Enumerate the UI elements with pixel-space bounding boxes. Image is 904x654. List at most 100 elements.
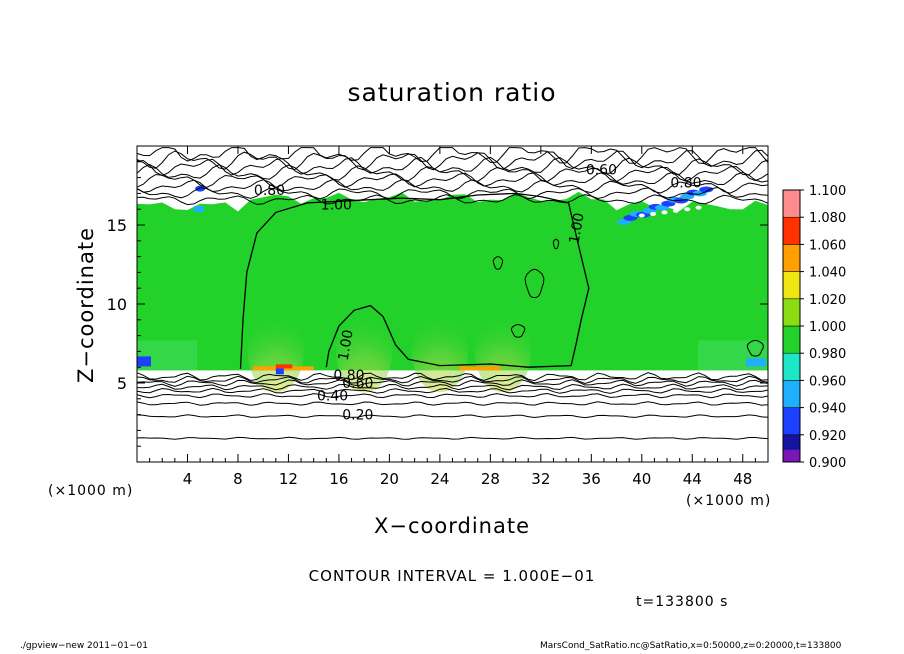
colorbar-bin <box>782 325 801 354</box>
colorbar-bin <box>782 189 801 218</box>
base-supersaturation <box>275 364 293 369</box>
x-tick-label: 28 <box>481 470 500 488</box>
subsaturated-spot <box>195 185 206 192</box>
contour-label: 1.00 <box>336 329 357 362</box>
supersaturated-patch <box>474 312 531 393</box>
subsaturated-spot <box>746 358 766 367</box>
contour-line-lower <box>136 387 769 394</box>
contour-line-lower <box>136 401 769 406</box>
time-label: t=133800 s <box>636 594 729 610</box>
contour-label: 0.40 <box>317 389 348 405</box>
colorbar-label: 1.040 <box>809 266 846 281</box>
colorbar-bin <box>782 271 801 300</box>
x-tick-label: 16 <box>329 470 348 488</box>
dry-streak <box>684 207 691 212</box>
dry-streak <box>699 186 714 193</box>
contour-line-upper <box>136 147 769 165</box>
footer-program: ./gpview−new 2011−01−01 <box>20 641 148 651</box>
colorbar-label: 1.080 <box>809 211 846 226</box>
contour-label: 0.60 <box>586 163 617 179</box>
y-axis: 5 10 15 <box>107 161 768 447</box>
colorbar-label: 1.100 <box>809 184 846 199</box>
dry-streak <box>650 211 657 216</box>
x-tick-label: 44 <box>683 470 702 488</box>
colorbar-label: 1.000 <box>809 320 846 335</box>
x-tick-label: 32 <box>531 470 550 488</box>
contour-line-upper <box>136 171 769 189</box>
colorbar-label: 0.960 <box>809 374 846 389</box>
contour-label: 0.60 <box>342 376 373 392</box>
colorbar: 0.900 0.920 0.940 0.960 0.980 1.000 1.020 1.040… <box>782 184 846 471</box>
contour-line-lower <box>136 436 769 440</box>
contour-line-lower <box>136 375 769 385</box>
colorbar-bin <box>782 216 801 245</box>
y-tick-label: 15 <box>107 216 127 235</box>
subsaturated-spot <box>193 206 204 213</box>
contour-line-lower <box>136 372 769 382</box>
x-tick-label: 20 <box>380 470 399 488</box>
contour-lines <box>136 147 769 440</box>
saturation-field <box>137 185 768 393</box>
contour-line-saturation <box>524 268 545 299</box>
contour-line-upper <box>136 156 769 177</box>
supersaturated-patch <box>247 312 304 393</box>
dry-streak <box>672 208 679 213</box>
contour-line-lower <box>136 414 769 419</box>
chart-title: saturation ratio <box>347 78 557 107</box>
contour-label: 1.00 <box>567 212 588 245</box>
colorbar-label: 0.900 <box>809 456 846 471</box>
colorbar-bin <box>782 352 801 381</box>
contour-line-saturation <box>239 192 590 369</box>
x-axis-label: X−coordinate <box>374 514 530 538</box>
contour-line-upper <box>136 179 769 194</box>
y-tick-label: 10 <box>107 295 127 314</box>
x-tick-label: 36 <box>582 470 601 488</box>
colorbar-label: 0.980 <box>809 347 846 362</box>
contour-label: 0.20 <box>342 408 373 424</box>
colorbar-bin <box>782 244 801 272</box>
colorbar-label: 0.920 <box>809 429 846 444</box>
footer-source: MarsCond_SatRatio.nc@SatRatio,x=0:50000,… <box>540 641 842 651</box>
dry-streak <box>638 213 645 218</box>
y-axis-label: Z−coordinate <box>74 227 98 383</box>
colorbar-bin <box>783 449 800 462</box>
x-unit-label-right: (×1000 m) <box>686 493 772 509</box>
supersaturated-patch <box>336 312 393 393</box>
contour-line-saturation <box>510 324 526 338</box>
subsaturated-spot <box>137 356 151 367</box>
contour-line-lower <box>136 392 769 399</box>
colorbar-label: 1.020 <box>809 293 846 308</box>
colorbar-bin <box>782 298 801 327</box>
x-tick-label: 40 <box>632 470 651 488</box>
dry-streak <box>661 210 668 215</box>
contour-label: 0.80 <box>670 175 701 191</box>
x-tick-label: 48 <box>733 470 752 488</box>
contour-line-lower <box>136 383 769 391</box>
x-axis: 4 8 12 16 20 24 28 32 36 40 44 48 <box>149 146 756 488</box>
y-tick-label: 5 <box>117 374 127 393</box>
x-tick-label: 24 <box>430 470 449 488</box>
contour-line-lower <box>136 379 769 387</box>
base-supersaturation <box>458 366 501 371</box>
colorbar-bin <box>782 407 801 436</box>
contour-line-saturation <box>492 256 504 270</box>
x-unit-label-left: (×1000 m) <box>48 483 134 499</box>
contour-label: 0.80 <box>333 368 364 384</box>
colorbar-label: 0.940 <box>809 402 846 417</box>
contour-interval-note: CONTOUR INTERVAL = 1.000E−01 <box>308 567 596 585</box>
subsaturated-spot <box>275 368 284 375</box>
contour-labels: 0.200.400.600.801.001.000.800.600.801.00 <box>254 163 702 424</box>
contour-label: 1.00 <box>321 197 352 213</box>
x-tick-label: 8 <box>233 470 243 488</box>
dry-streak <box>695 205 702 210</box>
contour-line-upper <box>136 149 769 171</box>
x-tick-label: 4 <box>183 470 193 488</box>
colorbar-label: 1.060 <box>809 238 846 253</box>
colorbar-bin <box>782 380 801 408</box>
supersaturated-patch <box>411 312 468 393</box>
contour-line-upper <box>136 186 769 200</box>
x-tick-label: 12 <box>279 470 298 488</box>
contour-line-saturation <box>552 238 560 250</box>
contour-line-saturation <box>746 340 764 357</box>
